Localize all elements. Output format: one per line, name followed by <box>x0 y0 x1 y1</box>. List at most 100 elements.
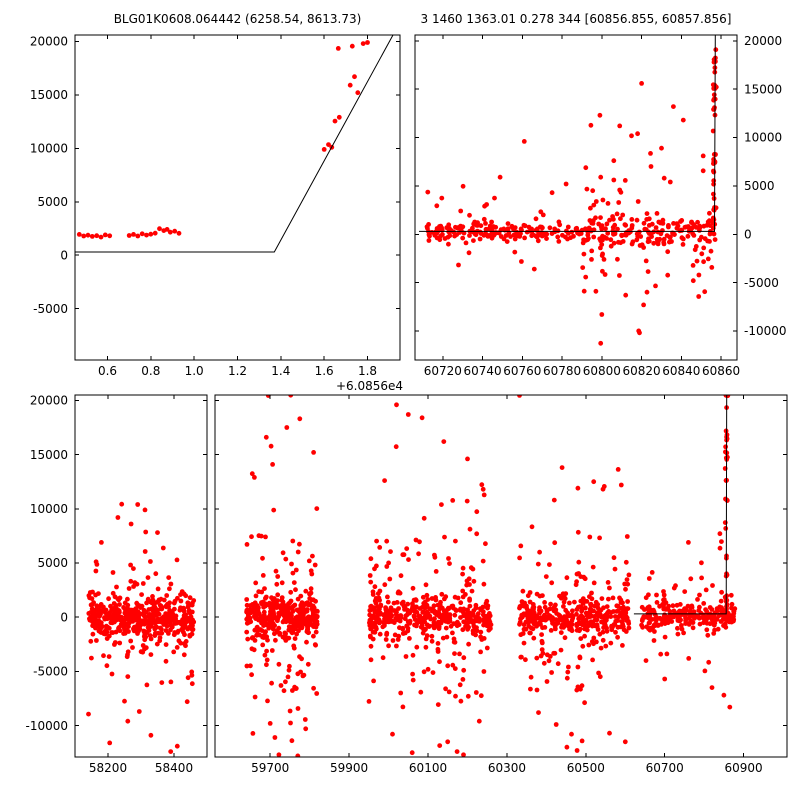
data-point <box>614 211 620 217</box>
data-point <box>528 608 533 614</box>
data-point <box>135 602 140 607</box>
data-point <box>580 265 586 270</box>
data-point <box>461 230 467 236</box>
data-point <box>617 187 623 193</box>
data-point <box>374 614 380 619</box>
data-point <box>590 188 596 194</box>
data-point <box>382 582 388 588</box>
data-point <box>565 236 570 242</box>
data-point <box>299 600 305 605</box>
data-point <box>460 183 466 189</box>
data-point <box>407 636 412 641</box>
data-point <box>264 662 269 668</box>
data-point <box>551 497 557 503</box>
data-point <box>298 614 304 620</box>
data-point <box>400 552 406 558</box>
data-point <box>611 177 617 183</box>
data-point <box>629 241 635 247</box>
data-point <box>284 425 290 430</box>
data-point <box>575 485 581 491</box>
data-point <box>410 585 416 591</box>
tick-label: 15000 <box>30 448 68 462</box>
data-point <box>107 233 113 239</box>
tick-label: 15000 <box>30 88 68 102</box>
data-point <box>446 615 452 621</box>
data-point <box>396 616 402 621</box>
data-point <box>528 686 533 692</box>
data-point <box>484 598 490 604</box>
tick-label: 1.2 <box>228 364 247 378</box>
data-point <box>679 235 685 241</box>
data-point <box>653 283 658 289</box>
data-point <box>612 222 618 228</box>
data-point <box>418 689 424 695</box>
data-point <box>383 605 388 610</box>
data-point <box>439 502 444 507</box>
tick-label: 20000 <box>30 394 68 408</box>
data-point <box>368 657 374 663</box>
data-point <box>524 229 530 235</box>
data-point <box>691 222 696 227</box>
data-point <box>688 576 694 582</box>
data-point <box>515 230 520 236</box>
data-point <box>287 708 293 714</box>
tick-label: 20000 <box>744 34 782 48</box>
data-point <box>623 586 628 592</box>
data-point <box>460 627 466 633</box>
data-point <box>426 222 431 227</box>
data-point <box>124 622 130 627</box>
data-point <box>244 629 250 635</box>
data-point <box>657 615 663 621</box>
data-point <box>259 600 264 605</box>
data-point <box>558 647 564 653</box>
data-point <box>607 730 612 736</box>
data-point <box>518 543 524 549</box>
data-point <box>281 688 287 694</box>
data-point <box>178 619 184 625</box>
data-point <box>562 635 568 641</box>
data-point <box>294 631 299 637</box>
data-point <box>658 622 664 627</box>
data-point <box>444 634 450 640</box>
data-point <box>589 613 594 619</box>
data-point <box>288 720 293 726</box>
data-point <box>372 584 378 590</box>
data-point <box>183 612 189 617</box>
data-point <box>550 615 555 621</box>
data-point <box>582 700 587 706</box>
data-point <box>282 635 288 641</box>
data-point <box>536 710 541 715</box>
data-point <box>400 704 406 710</box>
data-point <box>639 622 644 628</box>
data-point <box>613 629 618 635</box>
data-point <box>467 596 472 602</box>
data-point <box>470 620 476 626</box>
data-point <box>311 633 316 639</box>
data-point <box>450 603 456 609</box>
data-point <box>383 611 389 617</box>
data-point <box>623 629 629 634</box>
data-point <box>608 640 614 646</box>
data-point <box>125 652 130 658</box>
data-point <box>528 630 533 636</box>
data-point <box>664 614 670 620</box>
data-point <box>547 225 553 231</box>
data-point <box>622 581 628 587</box>
data-point <box>119 501 125 507</box>
data-point <box>368 579 374 585</box>
data-point <box>544 236 549 242</box>
data-point <box>658 651 664 657</box>
data-point <box>253 593 259 599</box>
data-point <box>521 622 527 628</box>
data-point <box>251 605 257 610</box>
data-point <box>291 580 297 585</box>
data-point <box>425 189 431 195</box>
data-point <box>189 681 195 687</box>
data-point <box>649 234 654 240</box>
data-point <box>437 602 443 608</box>
data-point <box>697 592 702 598</box>
data-point <box>471 578 477 584</box>
data-point <box>163 642 169 647</box>
data-point <box>565 669 571 675</box>
data-point <box>150 594 155 599</box>
